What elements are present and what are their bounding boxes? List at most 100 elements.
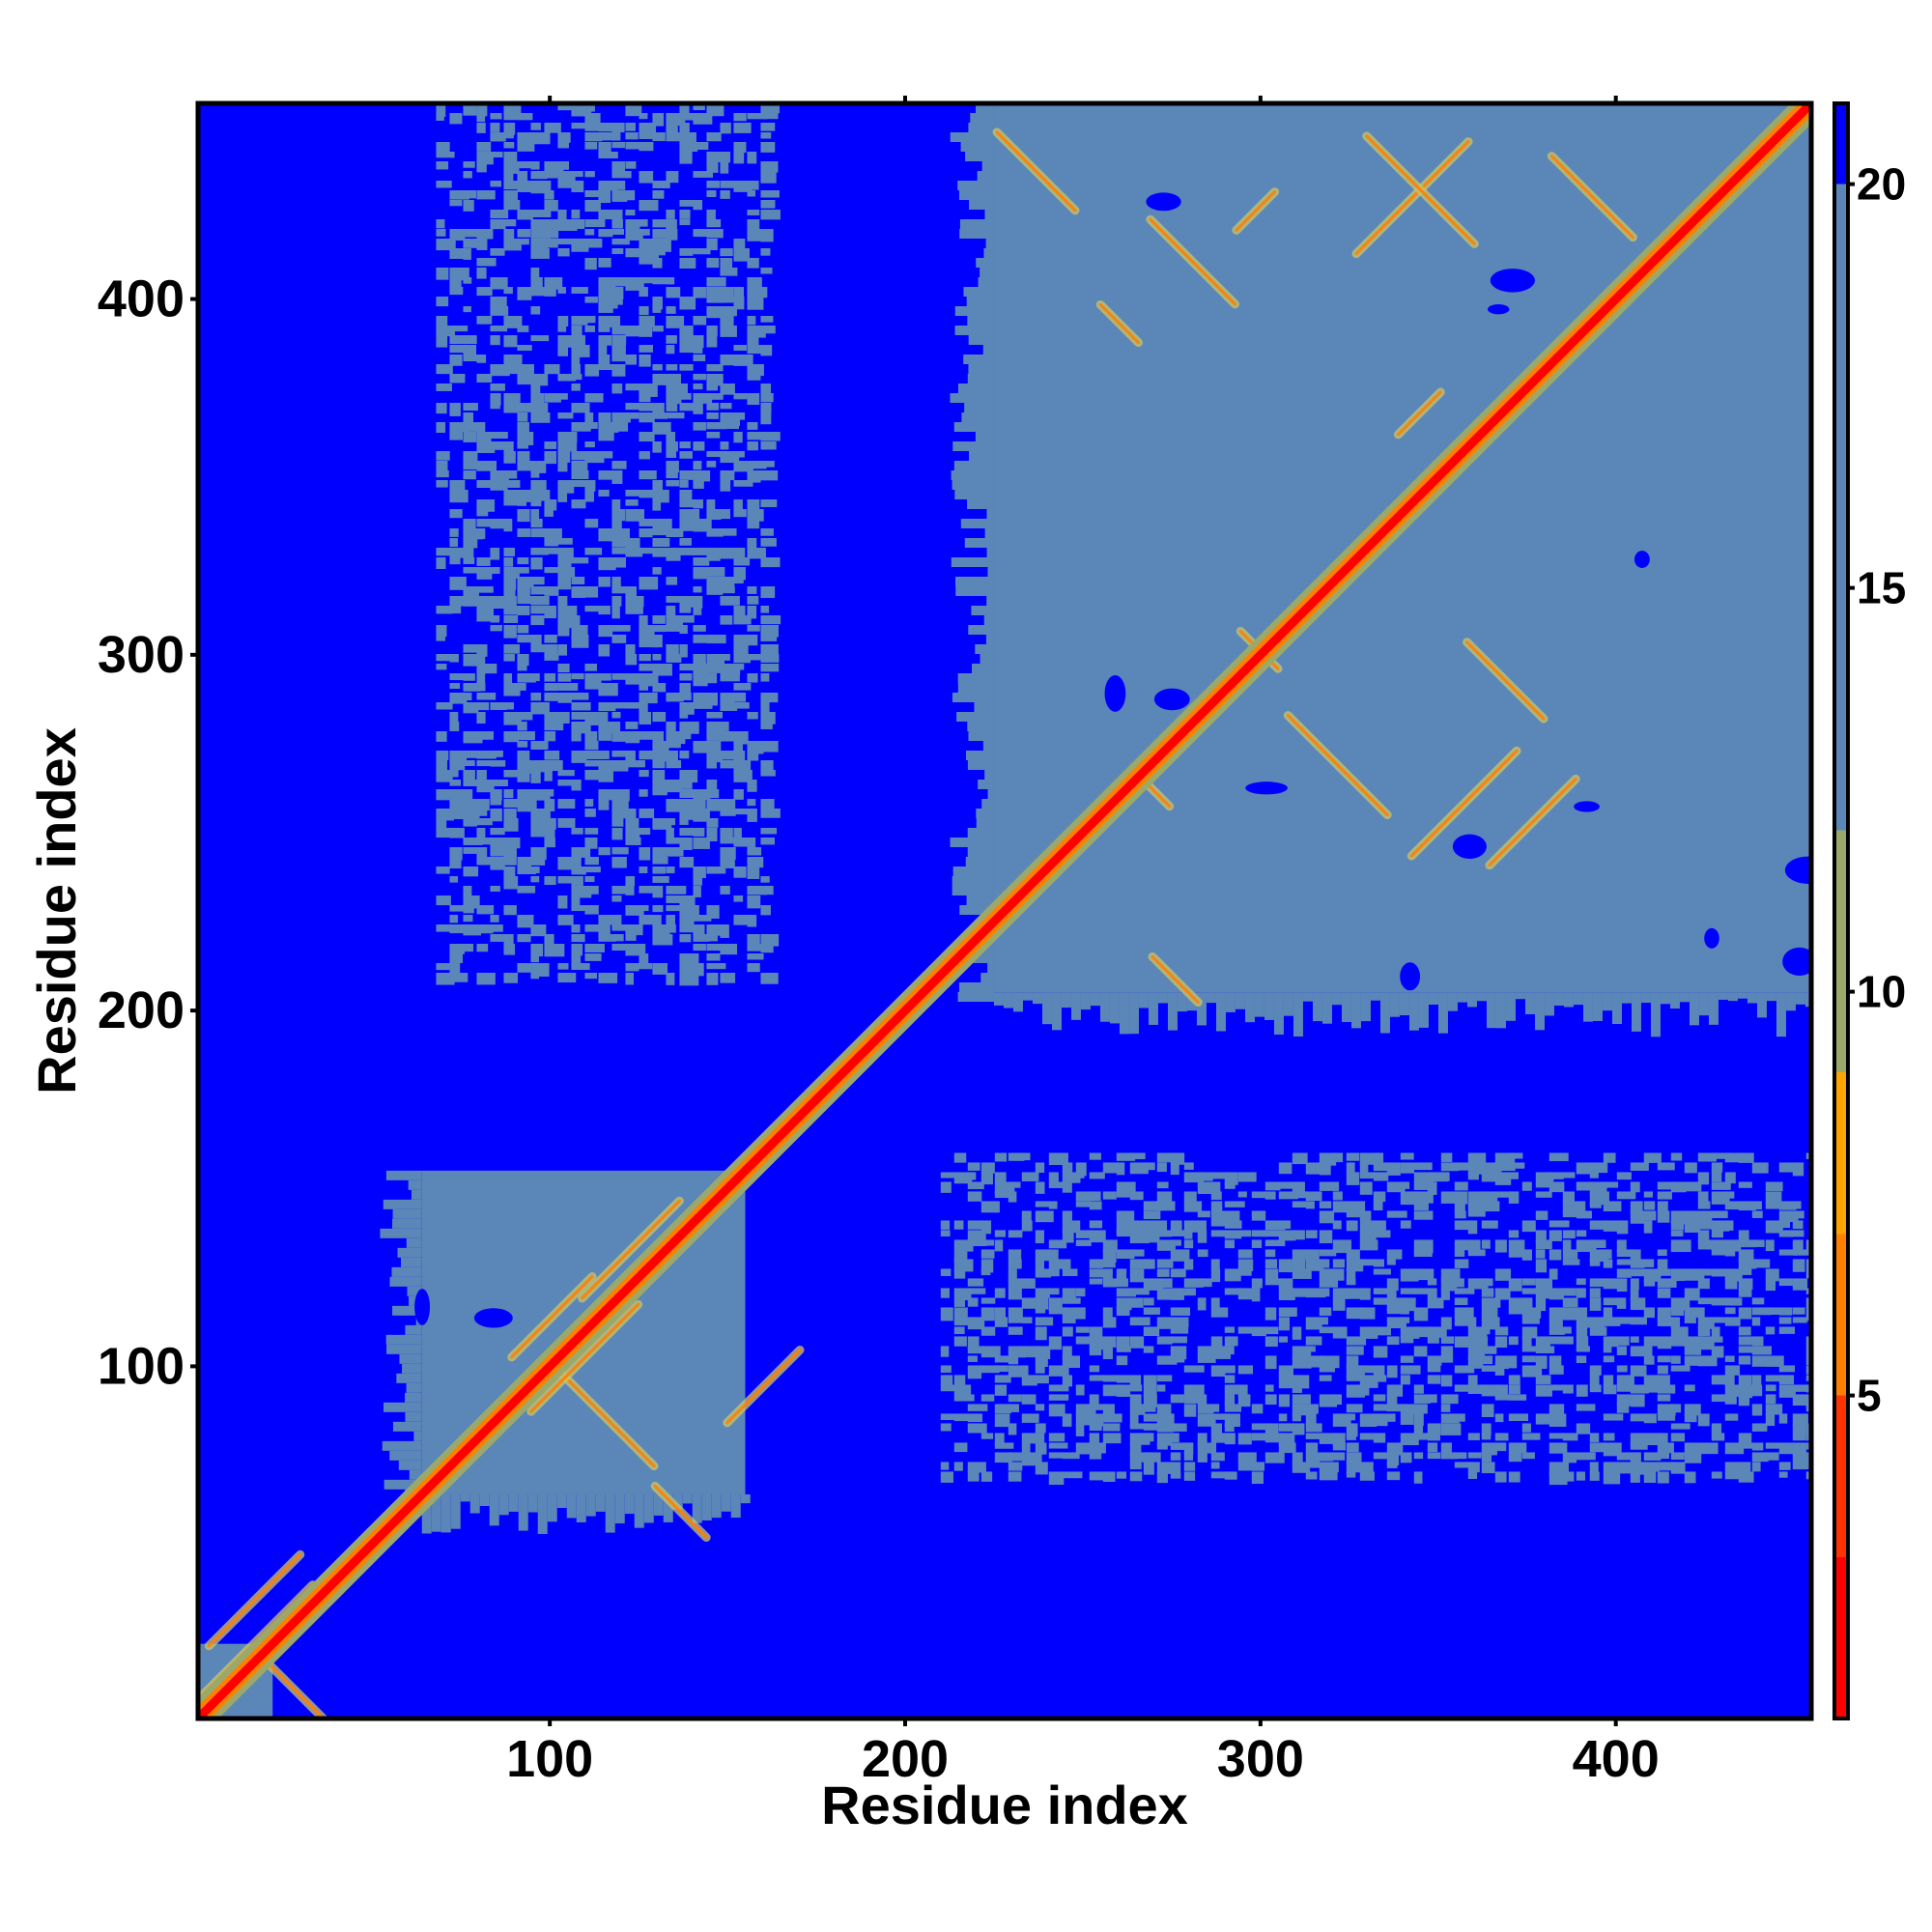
- speckle: [530, 393, 545, 404]
- fringe: [1766, 992, 1776, 1002]
- speckle: [611, 364, 626, 377]
- speckle: [503, 181, 521, 190]
- speckle: [1792, 1249, 1811, 1256]
- speckle: [666, 828, 674, 839]
- speckle: [679, 693, 692, 700]
- speckle: [449, 857, 462, 869]
- speckle: [584, 123, 600, 131]
- speckle: [557, 857, 573, 870]
- speckle: [953, 1384, 972, 1395]
- speckle: [1805, 1336, 1811, 1348]
- speckle: [733, 123, 752, 133]
- speckle: [598, 557, 616, 571]
- speckle: [940, 1172, 956, 1179]
- fringe: [1157, 992, 1168, 1004]
- speckle: [1008, 1278, 1023, 1290]
- speckle: [1576, 1181, 1593, 1191]
- speckle: [1562, 1210, 1583, 1218]
- speckle: [1467, 1336, 1489, 1349]
- speckle: [1603, 1249, 1612, 1259]
- speckle: [1319, 1452, 1334, 1462]
- speckle: [530, 644, 547, 653]
- speckle: [720, 857, 735, 868]
- speckle: [544, 876, 556, 886]
- speckle: [652, 441, 662, 453]
- speckle: [557, 915, 574, 925]
- fringe: [585, 1493, 596, 1517]
- speckle: [1616, 1365, 1628, 1373]
- speckle: [967, 1404, 988, 1411]
- speckle: [1035, 1442, 1047, 1455]
- speckle: [584, 741, 599, 751]
- speckle: [436, 142, 450, 154]
- speckle: [1143, 1452, 1161, 1463]
- speckle: [584, 200, 601, 213]
- speckle: [503, 287, 513, 295]
- speckle: [1562, 1239, 1572, 1251]
- speckle: [1346, 1201, 1366, 1214]
- speckle: [733, 142, 747, 154]
- speckle: [1792, 1462, 1807, 1470]
- speckle: [557, 210, 567, 223]
- speckle: [1224, 1201, 1245, 1208]
- fringe: [953, 461, 994, 470]
- speckle: [1129, 1288, 1150, 1295]
- speckle: [1400, 1365, 1421, 1375]
- speckle: [720, 384, 735, 395]
- speckle: [544, 828, 555, 838]
- speckle: [463, 355, 478, 362]
- speckle: [584, 867, 601, 873]
- speckle: [679, 702, 695, 715]
- speckle: [557, 326, 567, 332]
- speckle: [1778, 1278, 1793, 1287]
- speckle: [1481, 1278, 1493, 1287]
- fringe: [1737, 992, 1747, 999]
- speckle: [1062, 1471, 1083, 1479]
- speckle: [557, 625, 570, 637]
- speckle: [1657, 1249, 1667, 1257]
- speckle: [1548, 1288, 1564, 1300]
- speckle: [1332, 1297, 1346, 1311]
- speckle: [1183, 1384, 1205, 1396]
- speckle: [1373, 1365, 1385, 1377]
- speckle: [706, 190, 717, 198]
- speckle: [1251, 1230, 1269, 1237]
- fringe: [967, 316, 994, 326]
- fringe: [957, 384, 994, 393]
- speckle: [1616, 1259, 1634, 1265]
- speckle: [611, 673, 626, 680]
- speckle: [1548, 1249, 1562, 1261]
- speckle: [1738, 1259, 1757, 1269]
- speckle: [1670, 1365, 1690, 1372]
- speckle: [679, 973, 699, 986]
- speckle: [747, 441, 758, 451]
- fringe: [958, 190, 994, 200]
- speckle: [1237, 1462, 1258, 1471]
- speckle: [967, 1172, 977, 1180]
- fringe: [967, 722, 994, 731]
- speckle: [1332, 1220, 1342, 1230]
- fringe: [382, 1440, 422, 1451]
- speckle: [1413, 1346, 1428, 1357]
- speckle: [666, 393, 682, 405]
- speckle: [1630, 1259, 1645, 1268]
- speckle: [571, 480, 590, 488]
- speckle: [557, 577, 571, 590]
- speckle: [625, 760, 645, 768]
- speckle: [598, 751, 610, 759]
- speckle: [1467, 1462, 1480, 1473]
- speckle: [666, 345, 675, 355]
- speckle: [1724, 1355, 1735, 1362]
- speckle: [760, 161, 779, 173]
- speckle: [1183, 1471, 1196, 1481]
- speckle: [1386, 1259, 1396, 1265]
- fringe: [967, 760, 994, 770]
- speckle: [747, 799, 756, 807]
- speckle: [598, 142, 611, 154]
- speckle: [1630, 1346, 1648, 1357]
- speckle: [1616, 1336, 1630, 1346]
- speckle: [1386, 1471, 1401, 1481]
- speckle: [1386, 1288, 1397, 1298]
- fringe: [1621, 992, 1632, 1004]
